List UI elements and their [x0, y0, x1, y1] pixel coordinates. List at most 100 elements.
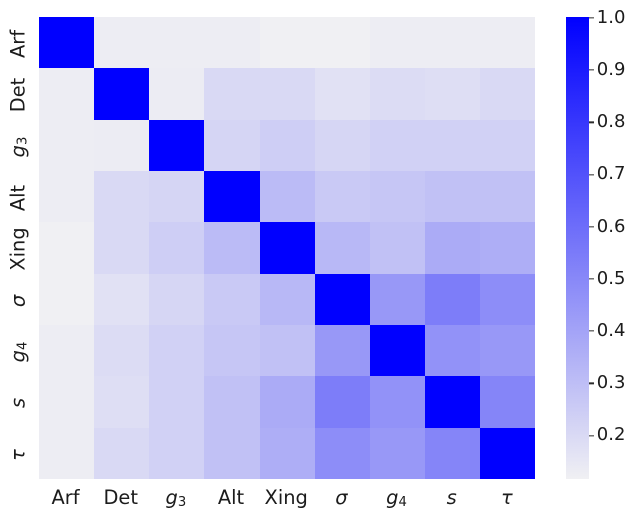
heatmap-cell: [94, 16, 150, 69]
colorbar-tick-label: 0.7: [596, 163, 626, 185]
colorbar-tick-label: 0.4: [596, 319, 626, 341]
colorbar-tick-label: 0.8: [596, 111, 626, 133]
heatmap-cell: [94, 222, 150, 274]
heatmap-cell: [38, 427, 95, 479]
heatmap-cell: [424, 324, 481, 377]
heatmap-cell: [424, 68, 481, 120]
heatmap-cell: [149, 119, 205, 171]
heatmap-cell: [480, 170, 536, 223]
heatmap-cell: [204, 119, 260, 171]
y-tick-label: s: [6, 398, 30, 409]
heatmap-cell: [149, 170, 205, 223]
y-tick-label: Xing: [6, 227, 30, 272]
heatmap-cell: [94, 273, 150, 325]
y-tick-label: Det: [6, 78, 30, 113]
heatmap-cell: [259, 68, 315, 120]
heatmap-cell: [94, 376, 150, 428]
colorbar-tick-label: 0.9: [596, 58, 626, 80]
heatmap-cell: [369, 16, 425, 69]
colorbar-tick: [589, 121, 594, 123]
heatmap-cell: [204, 68, 260, 120]
heatmap-cell: [369, 324, 425, 377]
heatmap-cell: [204, 170, 260, 223]
heatmap-cell: [38, 170, 95, 223]
heatmap-cell: [259, 119, 315, 171]
y-tick-label: g4: [6, 341, 31, 363]
x-tick-label: g4: [386, 485, 407, 511]
heatmap-cell: [424, 427, 481, 479]
y-tick-label: τ: [6, 448, 30, 461]
heatmap-cell: [480, 273, 536, 325]
heatmap-cell: [480, 376, 536, 428]
y-tick-label: σ: [6, 294, 30, 307]
heatmap-cell: [314, 16, 370, 69]
heatmap-cell: [259, 16, 315, 69]
heatmap-cell: [314, 119, 370, 171]
heatmap-cell: [204, 273, 260, 325]
colorbar-tick: [589, 173, 594, 176]
heatmap-cell: [149, 324, 205, 377]
heatmap-cell: [38, 119, 95, 171]
heatmap-cell: [259, 273, 315, 325]
y-tick-label: Arf: [6, 30, 30, 59]
heatmap-cell: [204, 16, 260, 69]
heatmap-cell: [38, 376, 95, 428]
heatmap-cell: [38, 16, 95, 69]
heatmap-cell: [204, 324, 260, 377]
heatmap-cell: [204, 376, 260, 428]
colorbar-tick-label: 0.2: [596, 424, 626, 446]
colorbar-tick: [589, 278, 594, 280]
heatmap-cell: [424, 376, 481, 428]
colorbar-tick-label: 0.5: [596, 267, 626, 289]
heatmap-cell: [38, 273, 95, 325]
x-tick-label: Det: [103, 485, 138, 509]
x-tick-label: σ: [335, 485, 348, 509]
colorbar-tick-label: 0.3: [596, 372, 626, 394]
heatmap-cell: [480, 222, 536, 274]
heatmap-cell: [94, 119, 150, 171]
heatmap-grid: [38, 16, 536, 479]
colorbar-tick: [589, 69, 594, 71]
heatmap-cell: [480, 68, 536, 120]
heatmap-cell: [149, 68, 205, 120]
heatmap-cell: [314, 68, 370, 120]
x-tick-label: s: [446, 485, 457, 509]
heatmap-cell: [204, 222, 260, 274]
y-tick-label: g3: [6, 136, 31, 158]
heatmap-cell: [369, 222, 425, 274]
heatmap-cell: [424, 273, 481, 325]
colorbar-tick: [589, 382, 594, 384]
heatmap-cell: [369, 68, 425, 120]
heatmap-cell: [149, 16, 205, 69]
heatmap-cell: [480, 324, 536, 377]
x-tick-label: g3: [165, 485, 187, 511]
heatmap-cell: [38, 68, 95, 120]
heatmap-cell: [314, 324, 370, 377]
heatmap-cell: [314, 376, 370, 428]
heatmap-cell: [94, 427, 150, 479]
x-tick-label: Arf: [51, 485, 80, 509]
heatmap-cell: [259, 324, 315, 377]
colorbar-tick: [589, 17, 594, 19]
heatmap-cell: [259, 376, 315, 428]
heatmap-cell: [424, 222, 481, 274]
heatmap-cell: [369, 427, 425, 479]
colorbar-tick: [589, 226, 594, 228]
heatmap-cell: [424, 119, 481, 171]
colorbar-tick-label: 0.6: [596, 215, 626, 237]
heatmap-cell: [38, 324, 95, 377]
heatmap-cell: [314, 273, 370, 325]
colorbar-tick: [589, 434, 594, 437]
heatmap-cell: [314, 170, 370, 223]
x-tick-label: τ: [500, 485, 513, 509]
heatmap-cell: [480, 16, 536, 69]
heatmap-cell: [149, 273, 205, 325]
colorbar-tick-label: 1.0: [596, 6, 626, 28]
heatmap-cell: [314, 427, 370, 479]
heatmap-cell: [424, 16, 481, 69]
heatmap-cell: [204, 427, 260, 479]
heatmap-cell: [94, 170, 150, 223]
heatmap-cell: [259, 427, 315, 479]
heatmap-cell: [149, 222, 205, 274]
colorbar-gradient: [565, 16, 589, 479]
